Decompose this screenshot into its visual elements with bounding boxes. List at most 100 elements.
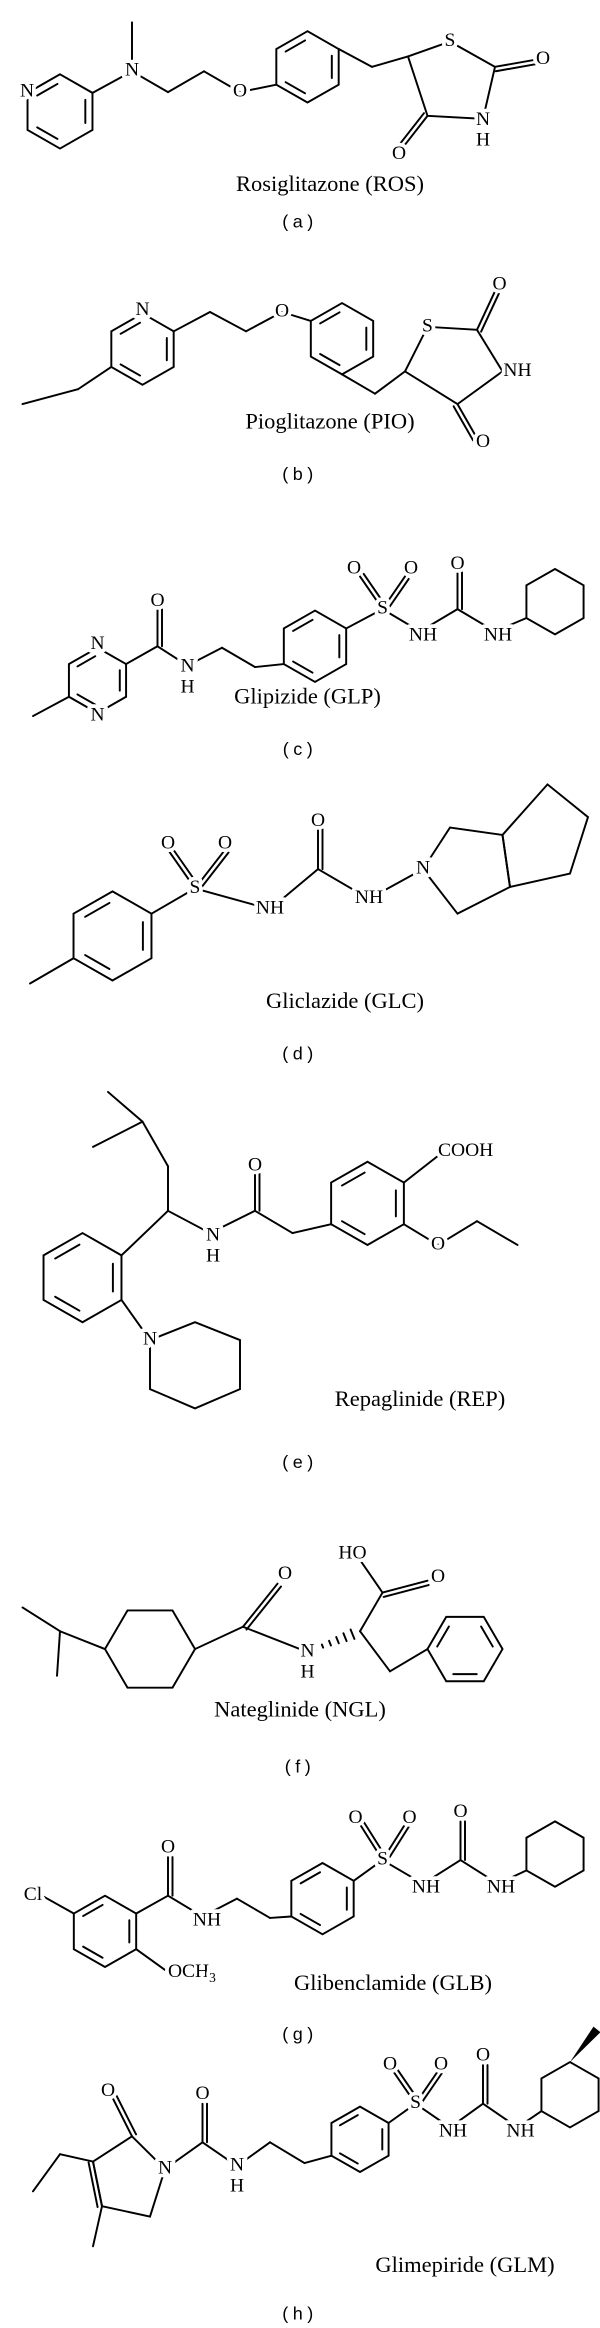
- atom-label: O: [450, 553, 464, 574]
- bond: [335, 1636, 340, 1645]
- bond: [164, 2141, 204, 2171]
- bond: [381, 1859, 424, 1885]
- bond: [201, 2141, 238, 2168]
- bond: [91, 70, 133, 94]
- atom-label: NH: [506, 2120, 534, 2141]
- bond: [359, 1823, 384, 1861]
- bond: [401, 114, 429, 150]
- ring: [540, 2060, 600, 2129]
- compound-name: Glimepiride (GLM): [375, 2252, 554, 2277]
- bond: [292, 618, 314, 632]
- bond: [201, 1897, 238, 1918]
- molecule: N O S O NH O Pioglitazone (PIO) (b): [21, 270, 535, 484]
- bond: [87, 2161, 99, 2209]
- atom-label: O: [161, 1837, 175, 1858]
- atom-label: OCH3: [168, 1961, 216, 1984]
- bond: [291, 1223, 333, 1235]
- atom-label: N: [158, 2158, 172, 2179]
- atom-label: O: [248, 1155, 262, 1176]
- atom-label: S: [422, 315, 433, 336]
- bond: [345, 608, 384, 630]
- bond: [82, 1903, 104, 1918]
- bond: [76, 693, 97, 706]
- bond: [456, 403, 478, 440]
- bond: [359, 1558, 384, 1594]
- bond: [338, 2152, 359, 2165]
- bond: [84, 901, 111, 918]
- bond: [119, 321, 142, 335]
- ring: [330, 2105, 390, 2174]
- bond: [125, 645, 159, 666]
- bond: [221, 646, 256, 669]
- bond: [374, 370, 406, 395]
- bond: [41, 1894, 75, 1915]
- bond: [494, 62, 539, 73]
- wedge-bond: [570, 2026, 600, 2063]
- bond: [452, 405, 475, 442]
- bond: [156, 645, 189, 667]
- ring: [309, 301, 375, 376]
- atom-label: N: [135, 299, 149, 320]
- bond: [371, 55, 409, 68]
- atom-label: NH: [439, 2120, 467, 2141]
- bond: [340, 1220, 366, 1236]
- bond: [402, 1154, 439, 1184]
- atom-label: Cl: [24, 1884, 42, 1905]
- atom-label: HO: [338, 1542, 366, 1563]
- bond: [32, 695, 70, 718]
- bond: [437, 1220, 478, 1246]
- bond: [194, 1625, 244, 1651]
- bond: [54, 1295, 81, 1312]
- panel-label: (c): [283, 739, 317, 759]
- atom-label: N: [20, 81, 34, 102]
- bond: [381, 575, 406, 611]
- bond: [303, 2154, 333, 2165]
- atom-label: O: [536, 48, 550, 69]
- bond: [480, 1625, 494, 1648]
- bond: [131, 70, 169, 94]
- atom-label: N: [300, 1641, 314, 1662]
- panel-label: (h): [282, 2303, 317, 2323]
- bond: [320, 1643, 325, 1649]
- atom-label: O: [431, 1233, 445, 1254]
- atom-label: N: [180, 656, 194, 677]
- bond: [77, 365, 113, 391]
- bond: [516, 2110, 543, 2129]
- bond: [111, 2096, 133, 2138]
- bond: [135, 1948, 166, 1971]
- atom-label: S: [377, 1849, 388, 1870]
- panel-label: (a): [282, 212, 317, 232]
- atom-label: O: [383, 2054, 397, 2075]
- ring: [72, 890, 153, 982]
- ring: [149, 1321, 241, 1410]
- compound-name: Nateglinide (NGL): [214, 1697, 386, 1722]
- bond: [120, 1209, 169, 1257]
- bond: [29, 957, 75, 985]
- atom-label: N: [125, 60, 139, 81]
- ring: [421, 826, 512, 915]
- atom-label: N: [143, 1329, 157, 1350]
- bond: [313, 1647, 317, 1651]
- bond: [172, 311, 211, 333]
- compound-name: Glipizide (GLP): [234, 683, 381, 708]
- bond: [239, 83, 278, 94]
- bond: [115, 2094, 137, 2136]
- bond: [84, 954, 111, 970]
- ring: [525, 1820, 585, 1888]
- bond: [494, 58, 538, 68]
- bond: [197, 851, 230, 893]
- atom-label: NH: [503, 360, 531, 381]
- bond: [135, 1894, 169, 1915]
- atom-label: O: [348, 1807, 362, 1828]
- bond: [245, 311, 283, 333]
- bond: [456, 608, 496, 633]
- compound-name: Pioglitazone (PIO): [245, 409, 414, 434]
- atom-label: H: [230, 2175, 244, 2196]
- atom-label: O: [392, 143, 406, 164]
- bond: [281, 311, 312, 322]
- atom-label: NH: [484, 624, 512, 645]
- bond: [385, 577, 410, 613]
- atom-label: COOH: [438, 1140, 493, 1161]
- ring: [42, 1231, 123, 1324]
